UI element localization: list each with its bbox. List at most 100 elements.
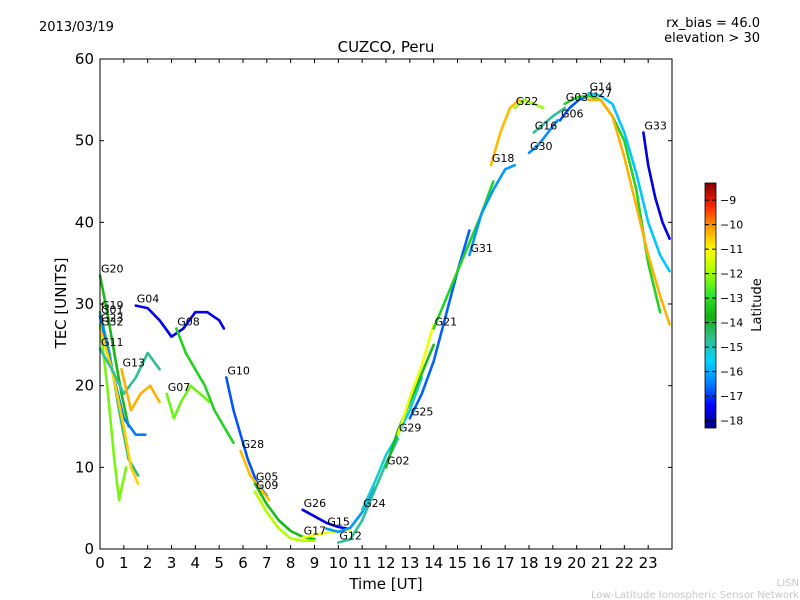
series-label-g33: G33 (644, 120, 667, 133)
series-label-g20: G20 (101, 262, 124, 275)
series-g06 (558, 94, 590, 122)
x-tick-label: 4 (191, 554, 201, 572)
satellite-label-layer: G20G19G01G23G32G11G13G04G07G08G10G28G05G… (101, 80, 667, 542)
x-tick-label: 11 (353, 554, 372, 572)
series-label-g19: G19 (101, 299, 124, 312)
y-tick-label: 40 (75, 213, 94, 231)
series-label-g11: G11 (101, 336, 124, 349)
series-g09 (253, 490, 316, 543)
series-label-g28: G28 (242, 438, 265, 451)
x-tick-label: 13 (400, 554, 419, 572)
series-g22 (513, 98, 545, 110)
x-tick-label: 17 (496, 554, 515, 572)
colorbar-tick-label: −16 (720, 366, 743, 379)
series-label-g25: G25 (411, 405, 434, 418)
series-label-g12: G12 (339, 529, 362, 542)
x-tick-label: 1 (119, 554, 129, 572)
series-g20 (98, 274, 130, 428)
colorbar-tick-label: −12 (720, 268, 743, 281)
colorbar-tick-label: −15 (720, 341, 743, 354)
series-label-g10: G10 (227, 365, 250, 378)
elevation-label: elevation > 30 (664, 31, 760, 46)
series-label-g03: G03 (566, 91, 589, 104)
colorbar-tick-label: −11 (720, 243, 743, 256)
series-label-g29: G29 (399, 422, 422, 435)
x-tick-label: 0 (95, 554, 105, 572)
series-g29 (396, 323, 435, 436)
series-label-g05: G05 (256, 471, 279, 484)
series-label-g04: G04 (137, 293, 160, 306)
series-label-g08: G08 (177, 316, 200, 329)
x-tick-label: 16 (472, 554, 491, 572)
series-g27 (587, 98, 671, 326)
x-tick-label: 18 (519, 554, 538, 572)
series-label-g07: G07 (168, 381, 191, 394)
y-tick-label: 10 (75, 458, 94, 476)
x-tick-label: 12 (376, 554, 395, 572)
x-tick-label: 20 (567, 554, 586, 572)
series-g23 (98, 323, 128, 502)
series-g07 (165, 384, 211, 420)
y-tick-label: 50 (75, 132, 94, 150)
x-tick-label: 9 (310, 554, 320, 572)
y-tick-label: 0 (84, 540, 94, 558)
series-g26 (301, 508, 350, 530)
x-tick-label: 23 (639, 554, 658, 572)
footer-org-long: Low-Latitude Ionospheric Sensor Network (591, 590, 799, 600)
colorbar-tick-label: −14 (720, 317, 743, 330)
series-label-g21: G21 (435, 316, 458, 329)
y-tick-label: 30 (75, 295, 94, 313)
y-tick-label: 60 (75, 50, 94, 68)
footer-org-short: LISN (777, 578, 799, 589)
x-tick-label: 19 (543, 554, 562, 572)
series-label-g14: G14 (590, 80, 613, 93)
series-label-g23: G23 (101, 311, 124, 324)
x-axis-label: Time [UT] (348, 575, 422, 593)
y-axis-label: TEC [UNITS] (52, 258, 70, 350)
series-label-g15: G15 (327, 516, 350, 529)
chart-title: CUZCO, Peru (338, 38, 435, 56)
series-g31 (468, 163, 516, 257)
x-tick-label: 6 (238, 554, 248, 572)
series-g18 (489, 98, 521, 167)
series-label-g09: G09 (256, 479, 279, 492)
series-label-g27: G27 (590, 87, 613, 100)
series-g30 (527, 119, 559, 155)
series-label-g31: G31 (470, 242, 493, 255)
series-g33 (642, 131, 671, 240)
series-label-g02: G02 (387, 454, 410, 467)
series-g32 (98, 327, 140, 485)
x-tick-label: 5 (214, 554, 224, 572)
x-tick-label: 2 (143, 554, 153, 572)
x-tick-label: 22 (615, 554, 634, 572)
x-tick-label: 8 (286, 554, 296, 572)
y-tick-label: 20 (75, 377, 94, 395)
series-g13 (120, 368, 161, 412)
colorbar-ticks: −9 −10 −11 −12 −13 −14 −15 −16 −17 −18 (705, 194, 743, 428)
series-label-g17: G17 (304, 525, 327, 538)
series-g11 (98, 347, 161, 396)
series-label-g16: G16 (535, 120, 558, 133)
x-tick-label: 15 (448, 554, 467, 572)
x-tick-label: 14 (424, 554, 443, 572)
series-label-g01: G01 (101, 303, 124, 316)
series-label-g13: G13 (122, 356, 145, 369)
series-g04 (134, 304, 226, 338)
plot-frame (99, 58, 673, 550)
series-label-g30: G30 (530, 140, 553, 153)
colorbar-gradient (704, 182, 717, 429)
series-g21 (432, 180, 495, 330)
rx-bias-label: rx_bias = 46.0 (666, 16, 760, 31)
x-tick-label: 10 (329, 554, 348, 572)
x-axis: 0 1 2 3 4 5 6 7 8 9 10 11 12 13 14 15 16 17 18 19 20 21 22 23 (95, 59, 658, 572)
series-label-g26: G26 (304, 497, 327, 510)
colorbar-tick-label: −17 (720, 390, 743, 403)
x-tick-label: 3 (167, 554, 177, 572)
series-label-g24: G24 (363, 497, 386, 510)
series-label-g18: G18 (492, 152, 515, 165)
series-g28 (239, 449, 271, 502)
date-label: 2013/03/19 (39, 20, 114, 35)
series-g08 (175, 327, 235, 445)
series-label-g22: G22 (516, 95, 539, 108)
